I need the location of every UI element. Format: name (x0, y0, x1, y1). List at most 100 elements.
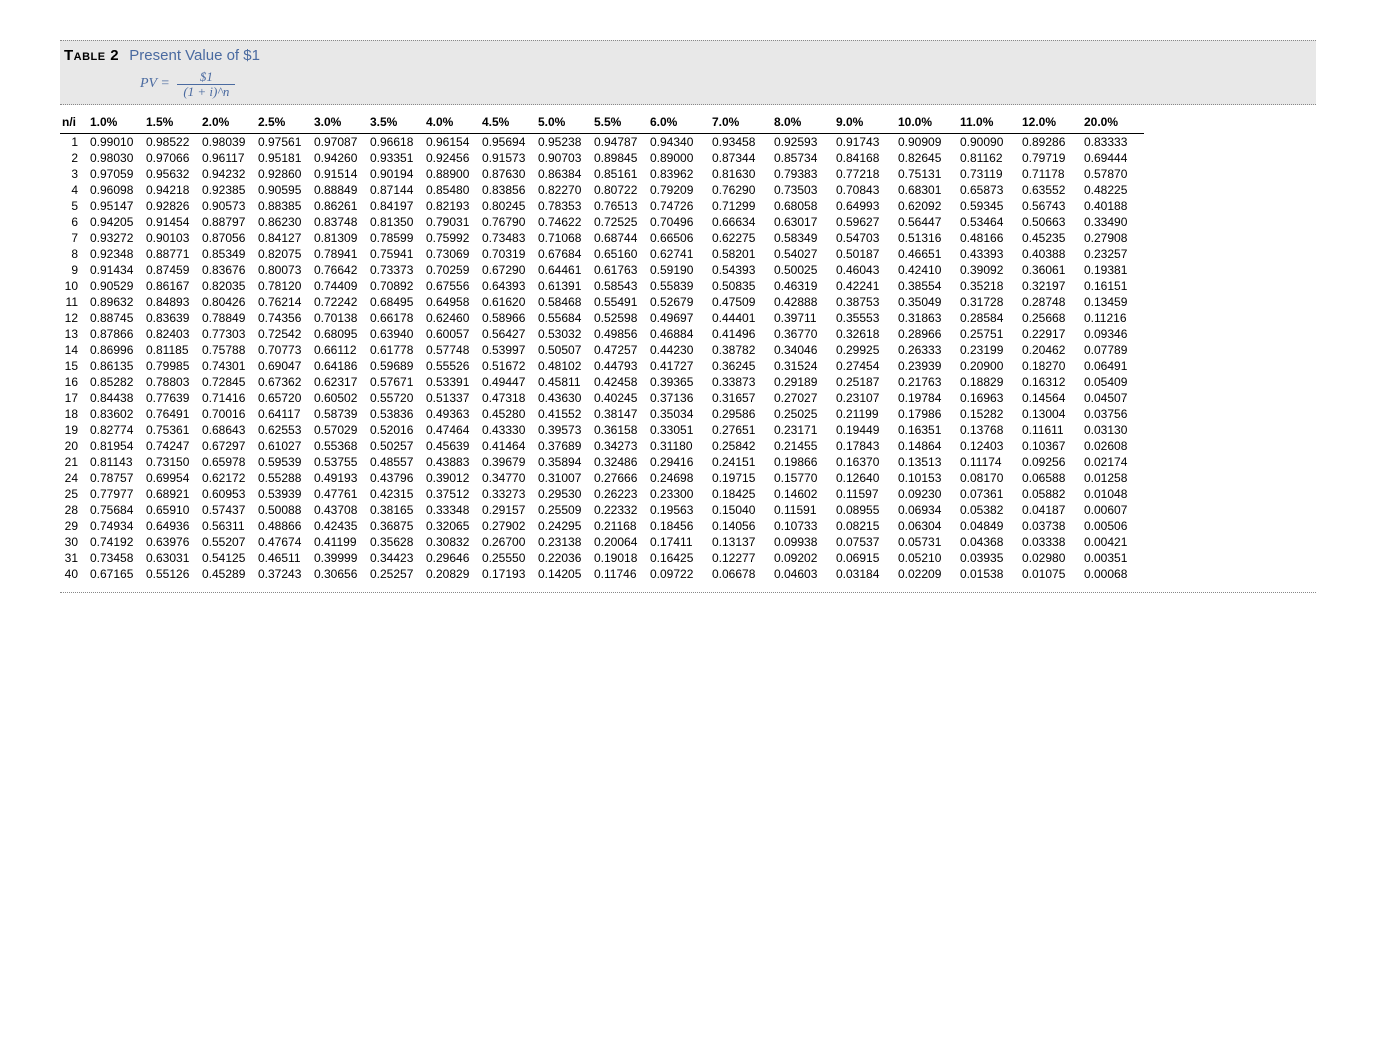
pv-cell: 0.72242 (312, 294, 368, 310)
pv-cell: 0.42241 (834, 278, 896, 294)
pv-cell: 0.55126 (144, 566, 200, 582)
pv-cell: 0.86230 (256, 214, 312, 230)
pv-cell: 0.55526 (424, 358, 480, 374)
pv-cell: 0.90573 (200, 198, 256, 214)
period-n: 8 (60, 246, 88, 262)
pv-cell: 0.64117 (256, 406, 312, 422)
pv-cell: 0.71068 (536, 230, 592, 246)
pv-cell: 0.53836 (368, 406, 424, 422)
pv-cell: 0.27666 (592, 470, 648, 486)
pv-cell: 0.87144 (368, 182, 424, 198)
pv-cell: 0.95181 (256, 150, 312, 166)
rate-header: 9.0% (834, 111, 896, 134)
period-n: 5 (60, 198, 88, 214)
pv-cell: 0.25187 (834, 374, 896, 390)
pv-cell: 0.11216 (1082, 310, 1144, 326)
pv-cell: 0.96618 (368, 134, 424, 151)
pv-cell: 0.47257 (592, 342, 648, 358)
pv-cell: 0.32618 (834, 326, 896, 342)
pv-cell: 0.61391 (536, 278, 592, 294)
pv-cell: 0.85161 (592, 166, 648, 182)
pv-cell: 0.28584 (958, 310, 1020, 326)
table-row: 170.844380.776390.714160.657200.605020.5… (60, 390, 1144, 406)
pv-cell: 0.53464 (958, 214, 1020, 230)
pv-cell: 0.94260 (312, 150, 368, 166)
pv-cell: 0.95238 (536, 134, 592, 151)
period-n: 30 (60, 534, 88, 550)
pv-cell: 0.87459 (144, 262, 200, 278)
table-row: 20.980300.970660.961170.951810.942600.93… (60, 150, 1144, 166)
pv-cell: 0.73150 (144, 454, 200, 470)
pv-cell: 0.66506 (648, 230, 710, 246)
pv-cell: 0.19381 (1082, 262, 1144, 278)
pv-cell: 0.43630 (536, 390, 592, 406)
pv-cell: 0.29646 (424, 550, 480, 566)
pv-cell: 0.86135 (88, 358, 144, 374)
pv-cell: 0.50025 (772, 262, 834, 278)
pv-cell: 0.65160 (592, 246, 648, 262)
pv-cell: 0.81185 (144, 342, 200, 358)
pv-cell: 0.83639 (144, 310, 200, 326)
pv-cell: 0.93351 (368, 150, 424, 166)
pv-cell: 0.85282 (88, 374, 144, 390)
pv-cell: 0.45811 (536, 374, 592, 390)
pv-cell: 0.70843 (834, 182, 896, 198)
rate-header: 3.5% (368, 111, 424, 134)
pv-cell: 0.55684 (536, 310, 592, 326)
rate-header: 4.5% (480, 111, 536, 134)
pv-cell: 0.96154 (424, 134, 480, 151)
rate-header: 11.0% (958, 111, 1020, 134)
pv-cell: 0.75131 (896, 166, 958, 182)
pv-cell: 0.01075 (1020, 566, 1082, 582)
pv-cell: 0.70496 (648, 214, 710, 230)
pv-cell: 0.03935 (958, 550, 1020, 566)
pv-cell: 0.16312 (1020, 374, 1082, 390)
pv-cell: 0.24698 (648, 470, 710, 486)
pv-cell: 0.62741 (648, 246, 710, 262)
pv-cell: 0.39679 (480, 454, 536, 470)
pv-cell: 0.25025 (772, 406, 834, 422)
pv-cell: 0.25842 (710, 438, 772, 454)
pv-cell: 0.03738 (1020, 518, 1082, 534)
pv-cell: 0.98039 (200, 134, 256, 151)
pv-cell: 0.61620 (480, 294, 536, 310)
pv-cell: 0.12403 (958, 438, 1020, 454)
pv-cell: 0.78599 (368, 230, 424, 246)
pv-cell: 0.50835 (710, 278, 772, 294)
pv-cell: 0.65978 (200, 454, 256, 470)
pv-cell: 0.62553 (256, 422, 312, 438)
pv-cell: 0.67556 (424, 278, 480, 294)
rate-header: 3.0% (312, 111, 368, 134)
pv-cell: 0.30656 (312, 566, 368, 582)
pv-cell: 0.04507 (1082, 390, 1144, 406)
pv-cell: 0.41496 (710, 326, 772, 342)
pv-cell: 0.46511 (256, 550, 312, 566)
pv-cell: 0.81143 (88, 454, 144, 470)
pv-cell: 0.83676 (200, 262, 256, 278)
pv-cell: 0.90090 (958, 134, 1020, 151)
pv-cell: 0.42315 (368, 486, 424, 502)
rate-header: 8.0% (772, 111, 834, 134)
rate-header: 12.0% (1020, 111, 1082, 134)
period-n: 11 (60, 294, 88, 310)
pv-cell: 0.54703 (834, 230, 896, 246)
table-row: 130.878660.824030.773030.725420.680950.6… (60, 326, 1144, 342)
pv-cell: 0.59689 (368, 358, 424, 374)
pv-cell: 0.43393 (958, 246, 1020, 262)
pv-cell: 0.54027 (772, 246, 834, 262)
pv-cell: 0.39092 (958, 262, 1020, 278)
pv-cell: 0.99010 (88, 134, 144, 151)
pv-cell: 0.57870 (1082, 166, 1144, 182)
pv-cell: 0.17411 (648, 534, 710, 550)
pv-cell: 0.72525 (592, 214, 648, 230)
pv-cell: 0.51316 (896, 230, 958, 246)
pv-cell: 0.16963 (958, 390, 1020, 406)
pv-cell: 0.49856 (592, 326, 648, 342)
period-n: 4 (60, 182, 88, 198)
pv-cell: 0.92456 (424, 150, 480, 166)
pv-cell: 0.89845 (592, 150, 648, 166)
pv-cell: 0.67684 (536, 246, 592, 262)
pv-cell: 0.03184 (834, 566, 896, 582)
pv-cell: 0.39999 (312, 550, 368, 566)
pv-cell: 0.67165 (88, 566, 144, 582)
